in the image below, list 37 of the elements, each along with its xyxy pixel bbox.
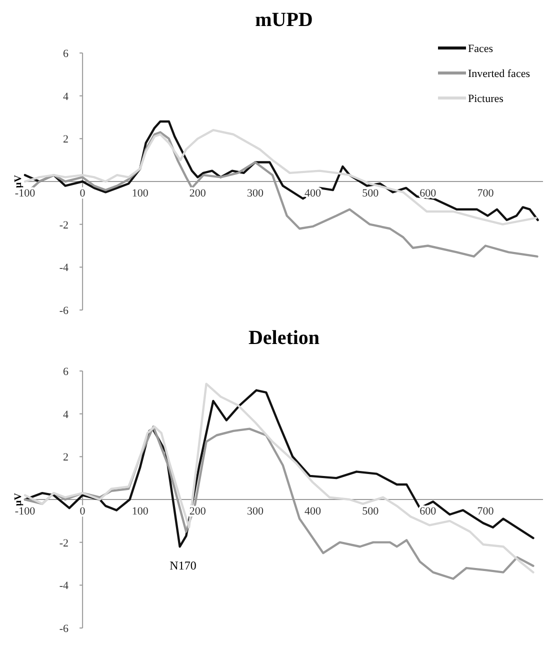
x-tick-label: 300 xyxy=(246,506,264,518)
x-tick-label: 700 xyxy=(477,506,494,518)
y-tick-label: 4 xyxy=(63,90,70,103)
x-tick-label: 700 xyxy=(477,188,494,200)
x-tick-label: 0 xyxy=(80,506,86,518)
y-tick-label: -4 xyxy=(59,262,70,274)
y-tick-label: -2 xyxy=(59,537,69,550)
x-tick-label: 100 xyxy=(132,188,149,200)
x-tick-label: -100 xyxy=(14,506,36,518)
y-tick-label: 2 xyxy=(63,134,69,146)
y-tick-label: -6 xyxy=(59,305,70,317)
x-tick-label: 300 xyxy=(246,188,264,200)
chart-title: Deletion xyxy=(248,327,320,349)
x-tick-label: 600 xyxy=(420,188,437,200)
legend-label: Pictures xyxy=(468,93,504,105)
y-tick-label: 6 xyxy=(63,366,70,378)
x-tick-label: 200 xyxy=(189,188,206,200)
legend-label: Faces xyxy=(468,43,494,55)
x-tick-label: 600 xyxy=(420,506,437,518)
y-tick-label: -6 xyxy=(59,623,70,635)
x-tick-label: 400 xyxy=(304,506,322,518)
x-tick-label: 500 xyxy=(362,506,380,518)
y-tick-label: 6 xyxy=(63,48,70,60)
x-tick-label: 200 xyxy=(189,506,206,518)
y-tick-label: -2 xyxy=(59,219,69,232)
annotation: N170 xyxy=(170,558,196,572)
chart-title: mUPD xyxy=(255,9,313,31)
x-tick-label: -100 xyxy=(14,188,36,200)
y-tick-label: -4 xyxy=(59,580,70,592)
x-tick-label: 500 xyxy=(362,188,380,200)
y-tick-label: 2 xyxy=(63,452,69,464)
y-tick-label: 4 xyxy=(63,408,70,421)
x-tick-label: 0 xyxy=(80,188,86,200)
legend-label: Inverted faces xyxy=(468,68,530,80)
y-axis-title: μV xyxy=(13,174,24,188)
y-axis-title: μV xyxy=(13,492,24,506)
x-tick-label: 100 xyxy=(132,506,149,518)
